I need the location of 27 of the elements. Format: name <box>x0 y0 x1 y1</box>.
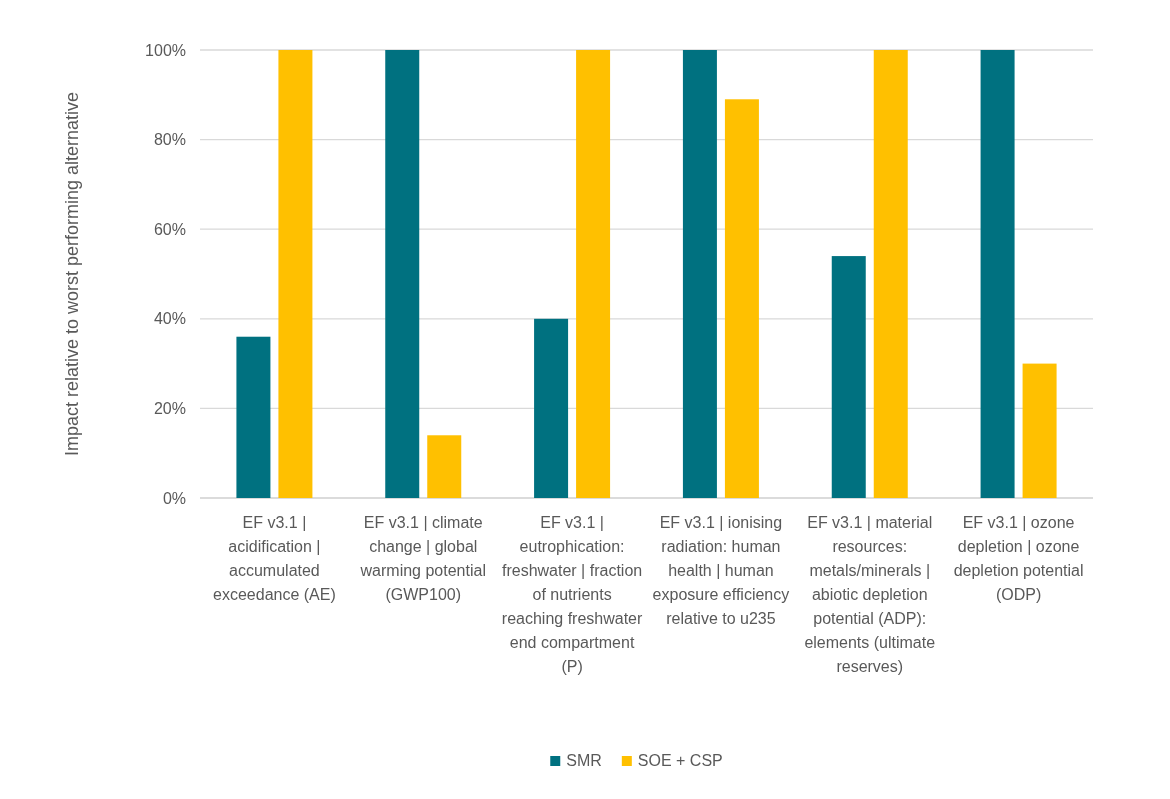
bar <box>831 256 866 498</box>
y-tick-label: 0% <box>162 489 186 507</box>
y-axis-title: Impact relative to worst performing alternative <box>62 91 82 457</box>
bar <box>236 336 271 498</box>
x-tick-label: EF v3.1 | ozone depletion | ozone depletion potential (ODP) <box>953 514 1084 603</box>
bar <box>682 50 717 498</box>
legend-label: SOE + CSP <box>637 752 723 769</box>
x-tick-label: EF v3.1 | climate change | global warming potential (GWP100) <box>359 514 486 603</box>
bar <box>980 50 1015 498</box>
y-tick-label: 20% <box>153 400 186 417</box>
bar <box>385 50 420 498</box>
y-tick-label: 100% <box>145 41 186 59</box>
bar <box>724 99 759 498</box>
legend-label: SMR <box>566 752 602 769</box>
bar <box>576 50 611 498</box>
x-tick-label: EF v3.1 | eutrophication: freshwater | fraction of nutrients reaching freshwater end compartment (P) <box>501 514 644 675</box>
bar <box>873 50 908 498</box>
y-tick-label: 40% <box>153 310 186 328</box>
bar <box>278 50 313 498</box>
bar <box>534 318 569 498</box>
x-tick-label: EF v3.1 | ionising radiation: human health | human exposure efficiency relative to u235 <box>652 514 790 627</box>
x-tick-label: EF v3.1 | acidification | accumulated exceedance (AE) <box>213 514 336 603</box>
bar <box>427 435 462 498</box>
y-tick-label: 60% <box>153 220 186 238</box>
y-tick-label: 80% <box>153 131 186 149</box>
bar <box>1022 363 1057 498</box>
x-tick-label: EF v3.1 | material resources: metals/minerals | abiotic depletion potential (ADP): elements (ultimate reserves) <box>804 514 936 675</box>
